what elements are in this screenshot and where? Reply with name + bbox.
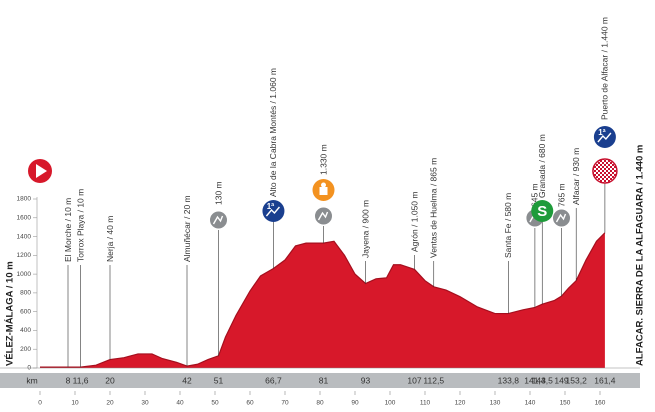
km-label: 42 [182,375,192,385]
waypoint-label: Granada / 680 m [537,134,547,198]
waypoint-label: El Morche / 10 m [63,198,73,262]
y-tick-label: 400 [20,327,31,334]
waypoint-label: 645 m [530,183,540,207]
km-label: 20 [105,375,115,385]
finish-label: ALFACAR. SIERRA DE LA ALFAGUARA / 1.440 … [635,145,646,366]
km-label: 149 [554,375,568,385]
waypoint-label: 130 m [213,181,223,205]
waypoint-label: Puerto de Alfacar / 1.440 m [600,17,610,120]
km-unit: km [26,375,37,385]
y-tick-label: 1200 [17,252,32,259]
x-tick-label: 60 [246,400,254,407]
x-tick-label: 100 [385,400,396,407]
icon-glyph [319,187,328,195]
km-label: 143,5 [532,375,554,385]
x-tick-label: 70 [281,400,289,407]
waypoint-label: Torrox Playa / 10 m [75,189,85,262]
icon-glyph [317,211,329,221]
icon-circle [209,210,228,230]
km-label: 93 [361,375,371,385]
x-tick-label: 140 [525,400,536,407]
icon-circle [592,158,618,184]
x-tick-label: 10 [71,400,79,407]
waypoint-label: Agrón / 1.050 m [409,192,419,252]
y-tick-label: 1000 [17,271,32,278]
km-label: 11,6 [73,375,89,385]
icon-badge: 1ª [598,128,605,137]
waypoint-icon [312,179,335,201]
icon-circle [262,200,285,222]
waypoint-icon [592,158,618,184]
waypoint-icon: 1ª [593,126,616,148]
icon-badge: 1ª [267,202,274,211]
x-tick-label: 110 [420,400,431,407]
km-label: 107 [407,375,421,385]
icon-badge: S [537,203,547,220]
y-tick-label: 1400 [17,233,32,240]
waypoint-label: Alfacar / 930 m [571,148,581,205]
icon-glyph [597,132,612,143]
start-label: VÉLEZ-MÁLAGA / 10 m [5,261,16,366]
waypoint-label: Nerja / 40 m [105,216,115,262]
y-tick-label: 1600 [17,214,32,221]
elevation-area [40,232,605,368]
waypoint-icon: 1ª [262,200,285,222]
x-tick-label: 160 [595,400,606,407]
km-label: 161,4 [594,375,616,385]
icon-glyph [555,213,567,223]
waypoint-icon [552,208,571,228]
y-tick-label: 200 [20,346,31,353]
icon-circle [552,208,571,228]
km-label: 8 [66,375,71,385]
icon-glyph [265,206,280,217]
x-tick-label: 20 [106,400,114,407]
km-band [0,373,640,388]
waypoint-label: Alto de la Cabra Montés / 1.060 m [268,68,278,197]
km-label: 112,5 [423,375,444,385]
icon-circle [314,206,333,226]
waypoint-icon: S [531,200,554,222]
km-label: 81 [319,375,329,385]
waypoint-icon [209,210,228,230]
icon-circle [531,200,554,222]
km-label: 66,7 [265,375,282,385]
km-label: 141,4 [524,375,546,385]
waypoint-label: Ventas de Huelma / 865 m [429,158,439,258]
x-tick-label: 130 [490,400,501,407]
x-tick-label: 50 [211,400,219,407]
waypoint-label: Almuñécar / 20 m [182,195,192,262]
x-tick-label: 90 [351,400,359,407]
waypoint-icon [314,206,333,226]
x-tick-label: 30 [141,400,149,407]
waypoint-label: Jayena / 900 m [360,200,370,258]
waypoint-label: 765 m [556,183,566,207]
x-tick-label: 120 [455,400,466,407]
y-tick-label: 1800 [17,196,32,203]
elevation-outline [40,232,606,368]
x-tick-label: 150 [560,400,571,407]
icon-circle [593,126,616,148]
km-label: 51 [214,375,224,385]
x-tick-label: 0 [38,400,42,407]
y-tick-label: 800 [20,290,31,297]
icon-glyph [212,215,224,225]
start-icon [28,159,52,183]
x-tick-label: 80 [316,400,324,407]
km-label: 153,2 [566,375,588,385]
icon-glyph [321,182,326,188]
km-label: 133,8 [498,375,520,385]
x-tick-label: 40 [176,400,184,407]
waypoint-label: Santa Fe / 580 m [503,193,513,258]
y-tick-label: 600 [20,308,31,315]
waypoint-label: 1.330 m [318,144,328,175]
